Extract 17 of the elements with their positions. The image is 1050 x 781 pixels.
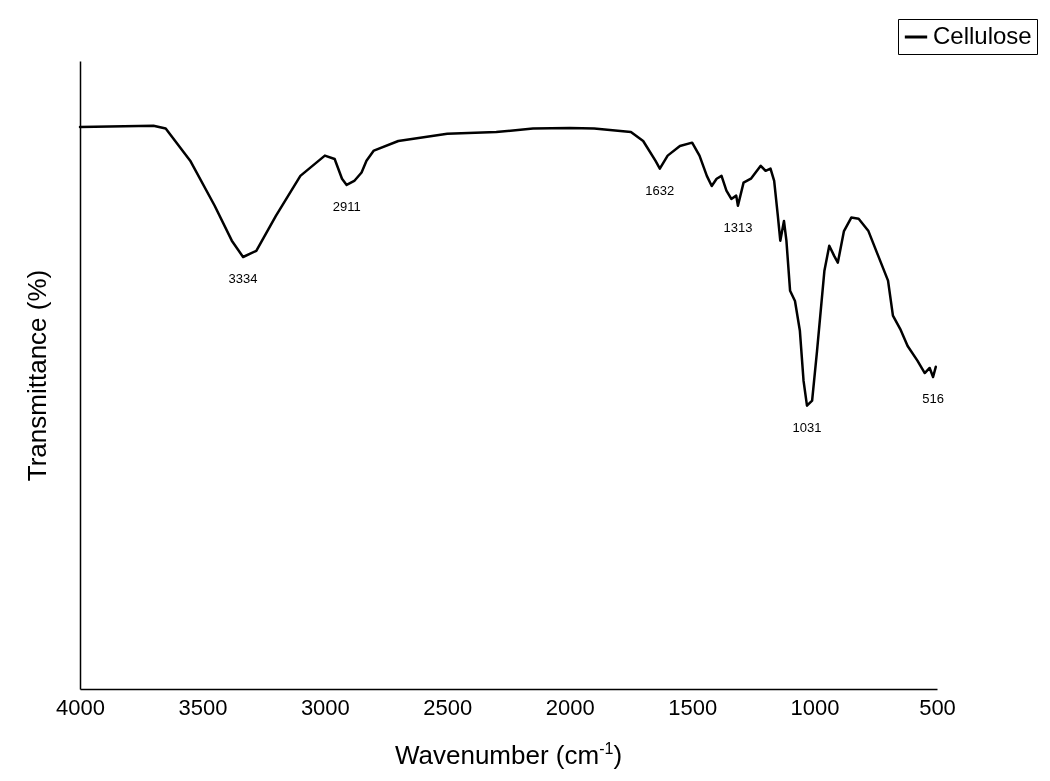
y-axis-title: Transmittance (%) xyxy=(21,269,52,482)
x-tick-label: 2500 xyxy=(423,694,473,720)
annotation: 1031 xyxy=(792,419,822,435)
x-tick-label: 4000 xyxy=(56,694,105,720)
x-tick-label: 2000 xyxy=(545,694,595,720)
x-tick-label: 1500 xyxy=(668,694,718,720)
annotation: 2911 xyxy=(332,198,361,214)
x-tick-label: 500 xyxy=(919,694,956,720)
annotation: 516 xyxy=(922,390,944,406)
annotation: 1632 xyxy=(645,182,675,198)
x-axis-title: Wavenumber (cm$^{-1}$) xyxy=(393,740,624,771)
x-tick-label: 1000 xyxy=(790,694,840,720)
annotation: 1313 xyxy=(723,219,753,235)
legend-label: Cellulose xyxy=(933,22,1032,49)
x-tick-label: 3500 xyxy=(178,694,228,720)
annotation: 3334 xyxy=(228,271,258,286)
x-tick-label: 3000 xyxy=(300,694,350,720)
